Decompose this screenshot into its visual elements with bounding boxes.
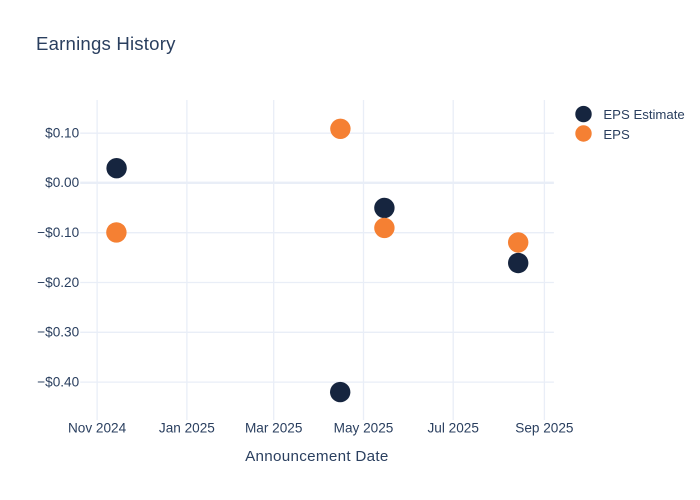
svg-text:Announcement Date: Announcement Date	[245, 448, 389, 465]
svg-text:$0.00: $0.00	[45, 175, 79, 190]
svg-text:Sep 2025: Sep 2025	[515, 421, 573, 436]
svg-text:$0.10: $0.10	[45, 126, 79, 141]
svg-text:Mar 2025: Mar 2025	[245, 421, 302, 436]
svg-text:−$0.40: −$0.40	[37, 374, 79, 389]
svg-text:May 2025: May 2025	[334, 421, 394, 436]
svg-text:Nov 2024: Nov 2024	[68, 421, 127, 436]
svg-text:EPS: EPS	[603, 127, 630, 142]
svg-text:Jan 2025: Jan 2025	[159, 421, 215, 436]
svg-text:Jul 2025: Jul 2025	[427, 421, 478, 436]
svg-text:−$0.10: −$0.10	[37, 225, 79, 240]
svg-text:EPS Estimate: EPS Estimate	[603, 107, 684, 122]
svg-text:−$0.20: −$0.20	[37, 275, 79, 290]
svg-text:Earnings History: Earnings History	[36, 33, 176, 54]
svg-text:−$0.30: −$0.30	[37, 325, 79, 340]
